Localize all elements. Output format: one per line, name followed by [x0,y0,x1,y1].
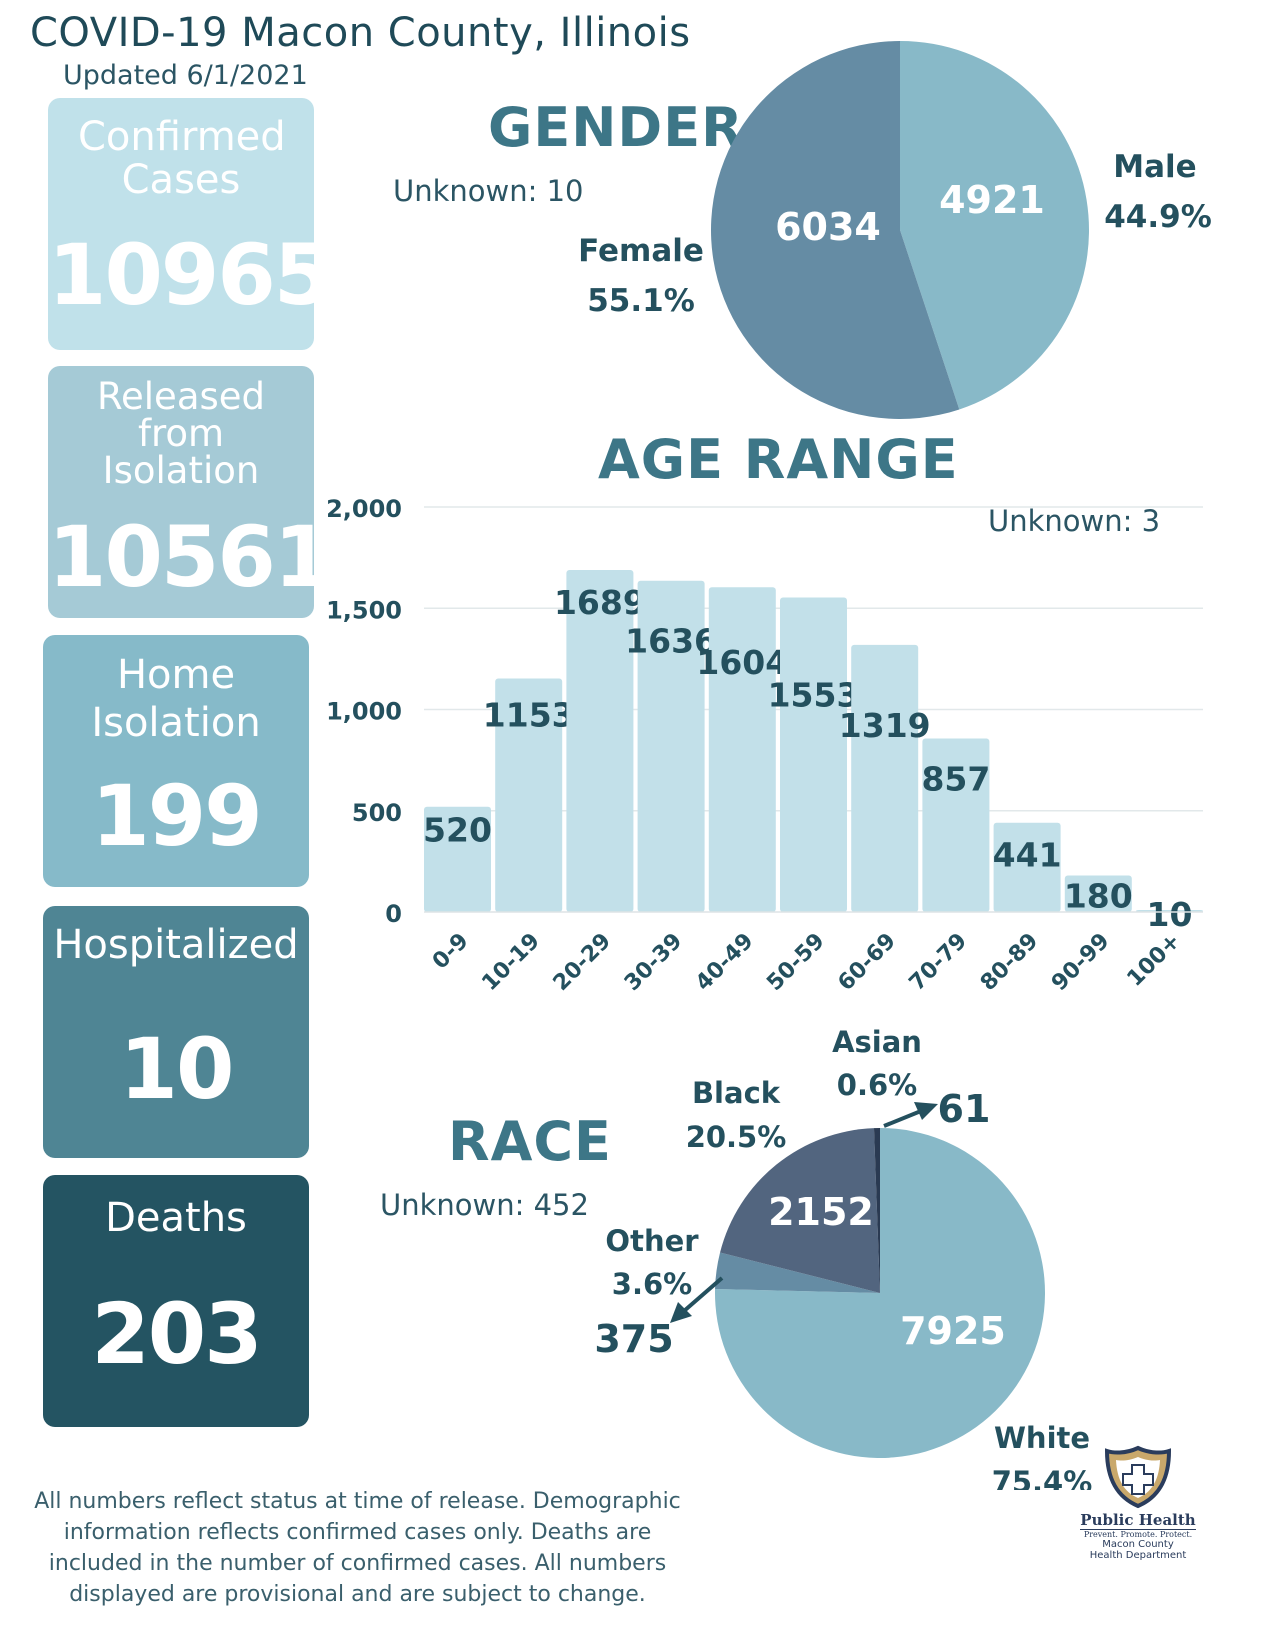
age-bar-chart: 0 500 1,000 1,500 2,000 520 0-9 1153 10-19 1689 20… [326,495,1203,996]
race-black-pct: 20.5% [686,1120,787,1154]
age-title: AGE RANGE [598,428,959,491]
gender-pie-chart: 4921 6034 Male 44.9% Female 55.1% [578,41,1212,419]
race-asian-label: Asian [832,1025,922,1059]
logo-name: Public Health [1080,1511,1196,1529]
deaths-value: 203 [91,1285,262,1383]
home-isolation-value: 199 [91,767,262,865]
confirmed-cases-card: Confirmed Cases 10965 [48,98,332,350]
gender-female-value: 6034 [775,205,881,249]
age-category-label: 80-89 [976,929,1043,996]
other-arrow-head [670,1302,692,1323]
age-bar-value: 1319 [839,706,931,745]
gender-slice-male [900,41,1089,410]
race-white-value: 7925 [900,1309,1006,1353]
race-white-label: White [994,1421,1090,1455]
gender-male-value: 4921 [939,178,1045,222]
y-tick-label: 0 [385,900,402,928]
gender-female-label: Female [578,233,704,269]
age-bar [851,644,919,912]
updated-date: Updated 6/1/2021 [63,60,308,91]
asian-arrow-head [914,1102,938,1120]
age-bar-value: 1604 [696,643,788,682]
age-category-label: 50-59 [762,929,829,996]
race-asian-value: 61 [938,1087,991,1131]
gender-slice-female [710,41,960,419]
race-black-value: 2152 [768,1190,874,1234]
confirmed-cases-label: Confirmed Cases [78,114,286,204]
health-department-logo: Public Health Prevent. Promote. Protect.… [1080,1445,1196,1565]
race-black-label: Black [692,1076,781,1110]
released-value: 10561 [48,508,332,606]
race-white-pct: 75.4% [992,1465,1093,1490]
race-other-pct: 3.6% [612,1267,692,1301]
race-title: RACE [448,1110,612,1173]
age-category-label: 90-99 [1047,929,1114,996]
age-category-label: 30-39 [620,929,687,996]
released-label: Released from Isolation [96,375,266,492]
race-pie-chart: 7925 2152 61 375 White 75.4% Other 3.6% Black 20.… [594,1025,1093,1490]
race-unknown: Unknown: 452 [380,1188,589,1222]
age-category-label: 100+ [1123,929,1186,992]
deaths-label: Deaths [105,1195,247,1241]
age-bar-value: 1689 [554,583,646,622]
age-bar-value: 441 [993,836,1062,875]
age-bar [424,806,491,912]
age-bar [708,587,776,912]
race-asian-pct: 0.6% [837,1068,917,1102]
age-category-label: 10-19 [478,929,545,996]
age-bar [495,678,563,912]
race-slice-white [715,1128,1046,1458]
confirmed-cases-value: 10965 [48,226,332,324]
home-isolation-label: Home Isolation [91,652,261,746]
y-tick-label: 500 [352,799,402,827]
age-bar-value: 520 [423,811,492,850]
age-category-label: 20-29 [549,929,616,996]
gender-female-pct: 55.1% [587,283,695,319]
age-bar [780,597,847,912]
age-bar-value: 1153 [483,696,575,735]
footnote: All numbers reflect status at time of re… [34,1489,681,1607]
gender-title: GENDER [488,96,744,159]
age-bar-value: 10 [1147,895,1193,934]
age-bar [566,569,634,912]
released-card: Released from Isolation 10561 [48,366,332,618]
hospitalized-label: Hospitalized [53,922,299,968]
race-slice-asian [873,1128,880,1293]
age-bar-value: 1553 [768,676,860,715]
y-tick-label: 1,500 [326,596,402,624]
race-slice-black [720,1128,880,1293]
age-category-label: 70-79 [905,929,972,996]
age-category-label: 60-69 [834,929,901,996]
gender-unknown: Unknown: 10 [393,174,584,208]
race-slice-other [715,1252,880,1293]
page-title: COVID-19 Macon County, Illinois [30,10,691,56]
shield-icon [1104,1445,1172,1509]
age-bar [1064,875,1132,912]
hospitalized-card: Hospitalized 10 [43,906,309,1158]
gender-male-pct: 44.9% [1104,199,1212,235]
logo-org-line2: Health Department [1089,1550,1187,1561]
home-isolation-card: Home Isolation 199 [43,635,309,887]
y-tick-label: 2,000 [326,495,402,523]
age-bar-value: 1636 [625,622,717,661]
asian-callout-arrow [883,1109,922,1128]
race-other-value: 375 [594,1317,673,1361]
race-other-label: Other [605,1224,699,1258]
y-tick-label: 1,000 [326,698,402,726]
age-bar [922,738,990,912]
age-category-label: 0-9 [428,929,474,975]
hospitalized-value: 10 [119,1020,235,1118]
age-category-label: 40-49 [691,929,758,996]
age-bar [637,580,705,912]
age-unknown: Unknown: 3 [988,504,1161,538]
age-bar [993,822,1061,912]
other-callout-arrow [682,1276,724,1313]
deaths-card: Deaths 203 [43,1175,309,1427]
age-bar-value: 180 [1064,877,1133,916]
logo-org-line1: Macon County [1102,1539,1174,1550]
gender-male-label: Male [1113,149,1196,185]
logo-tagline: Prevent. Promote. Protect. [1080,1529,1196,1539]
age-bar-value: 857 [921,759,990,798]
